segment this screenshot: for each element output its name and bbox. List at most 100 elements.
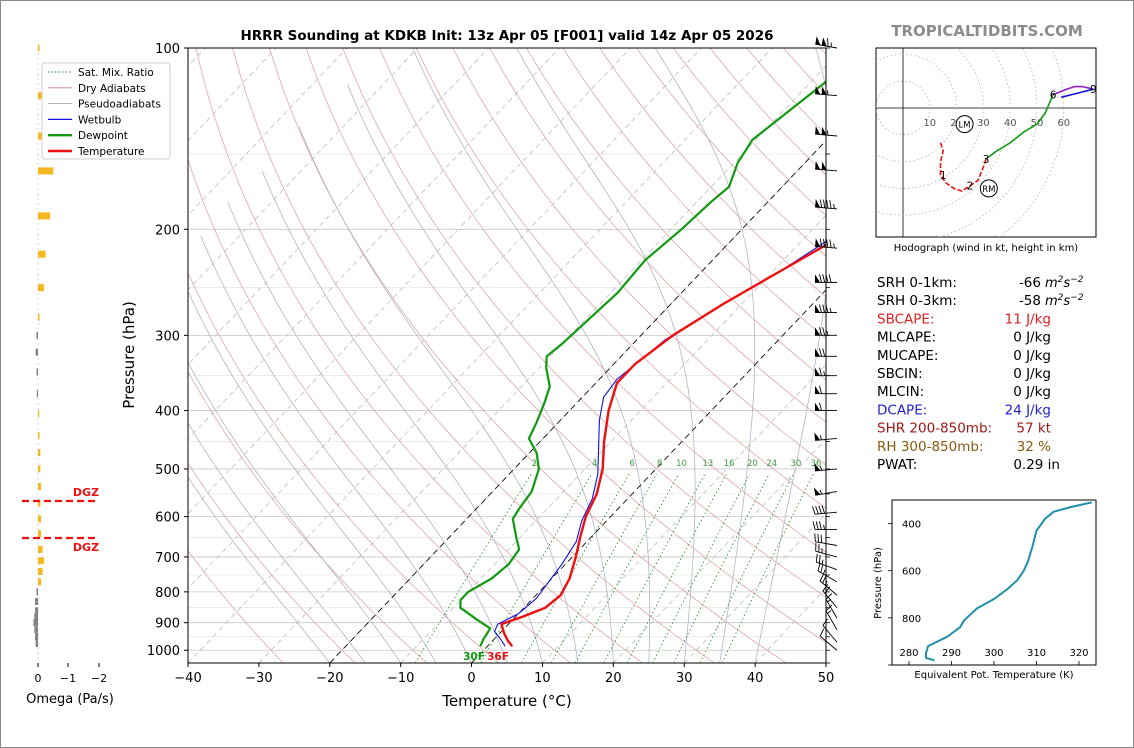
omega-bar xyxy=(36,331,38,339)
wind-barb-flag xyxy=(822,348,826,357)
legend-box xyxy=(41,62,171,160)
wind-barb-half-flag xyxy=(827,598,832,603)
mixing-ratio-labels: 2 4 6 8 10 13 16 20 24 30 36 xyxy=(532,459,822,469)
hodograph-frame xyxy=(875,47,1097,238)
wind-barb-flag xyxy=(819,304,822,313)
theta-e-ylabel: Pressure (hPa) xyxy=(873,547,884,619)
omega-bar xyxy=(35,633,39,641)
dry-adiabat xyxy=(232,48,715,663)
mixing-ratio-label: 16 xyxy=(724,459,735,469)
wind-barb-shaft xyxy=(815,550,838,558)
wind-barb-flag xyxy=(826,199,829,209)
hodograph-ring xyxy=(876,80,931,136)
dry-adiabat xyxy=(195,48,643,663)
index-value: 11 J/kg xyxy=(1005,311,1051,327)
pressure-tick-label: 200 xyxy=(155,223,180,238)
figure-title: HRRR Sounding at KDKB Init: 13z Apr 05 [… xyxy=(240,28,773,44)
wind-barb xyxy=(811,505,838,515)
theta-e-x-tick-label: 290 xyxy=(942,648,961,659)
theta-e-axes: 280 290 300 310 320 400 600 800 xyxy=(888,520,1089,666)
wind-barb xyxy=(814,402,838,412)
hodograph-ring xyxy=(937,48,1038,237)
omega-bar xyxy=(38,212,51,220)
wind-barb-half-flag xyxy=(833,243,835,249)
index-unit: m2s−2 xyxy=(1045,293,1084,309)
storm-motion-marker xyxy=(955,115,974,134)
wind-barb-pennant xyxy=(815,238,821,247)
wind-barb-pennant xyxy=(815,348,820,357)
omega-bar xyxy=(38,313,40,321)
dgz-bottom-label: DGZ xyxy=(73,541,99,554)
wind-barb-shaft xyxy=(825,598,838,619)
index-value: 0 J/kg xyxy=(1013,366,1051,382)
wind-barb-pennant xyxy=(815,36,821,45)
omega-bar xyxy=(34,626,38,634)
wind-barb-half-flag xyxy=(826,130,829,136)
dry-adiabat xyxy=(268,48,787,663)
hodograph-height-label: 9 xyxy=(1090,84,1097,96)
storm-motion-label: LM xyxy=(959,121,971,131)
dgz-top-label: DGZ xyxy=(73,486,99,499)
wind-barb-flag xyxy=(819,628,825,637)
mixing-ratio-line xyxy=(414,473,532,663)
wind-barb-half-flag xyxy=(827,610,832,614)
theta-e-y-tick-label: 400 xyxy=(902,520,921,531)
isotherm xyxy=(188,48,560,440)
omega-bar xyxy=(38,545,43,553)
omega-panel: DGZ DGZ 0 −1 −2 Omega (Pa/s) xyxy=(22,44,114,707)
wind-barb xyxy=(814,533,838,546)
wind-barb-flag xyxy=(819,348,822,357)
wind-barb-flag xyxy=(815,553,818,563)
wind-barb-flag xyxy=(822,274,826,283)
omega-bar xyxy=(36,368,38,376)
dry-adiabat xyxy=(489,48,826,423)
mixing-ratio-line xyxy=(521,473,630,663)
index-value: 0.29 in xyxy=(1013,457,1060,473)
moist-adiabat xyxy=(261,170,543,663)
theta-e-x-tick-label: 310 xyxy=(1027,648,1046,659)
temperature-tick-label: −20 xyxy=(316,671,343,686)
mixing-ratio-label: 13 xyxy=(702,459,713,469)
moist-adiabat xyxy=(188,290,437,663)
legend-label: Wetbulb xyxy=(78,114,122,126)
index-unit-part: −2 xyxy=(1070,275,1084,285)
profile-wetbulb xyxy=(494,240,826,647)
omega-bar xyxy=(38,44,40,52)
hodograph-ring-label: 40 xyxy=(1004,118,1017,129)
wind-barb-half-flag xyxy=(826,330,829,336)
hodograph-ring-label: 60 xyxy=(1057,118,1070,129)
wind-barb-flag xyxy=(819,238,823,247)
omega-bar xyxy=(38,432,40,439)
theta-e-profile xyxy=(925,501,1093,662)
omega-bar xyxy=(38,449,41,457)
wind-barb xyxy=(814,462,838,472)
dry-adiabat xyxy=(305,48,826,643)
hodograph-ring xyxy=(876,48,1011,216)
hodograph-segment xyxy=(1052,85,1094,96)
wind-barb-pennant xyxy=(821,126,827,136)
theta-e-x-tick-label: 300 xyxy=(984,648,1003,659)
index-label: PWAT: xyxy=(877,457,917,473)
wind-barb-pennant xyxy=(815,161,821,170)
temperature-tick-label: 0 xyxy=(467,671,475,686)
hodograph-ring-label: 10 xyxy=(923,118,936,129)
legend: Sat. Mix. Ratio Dry Adiabats Pseudoadiabat… xyxy=(41,62,171,160)
omega-bar xyxy=(35,607,39,615)
theta-e-x-tick-label: 320 xyxy=(1069,648,1088,659)
pressure-tick-label: 300 xyxy=(155,329,180,344)
index-unit: m2s−2 xyxy=(1045,275,1084,291)
mixing-ratio-line xyxy=(603,473,706,663)
omega-bar xyxy=(38,167,54,175)
omega-bar xyxy=(33,619,38,627)
moist-adiabat xyxy=(654,48,756,663)
wind-barb-pennant xyxy=(821,86,827,95)
hodograph-height-label: 6 xyxy=(1050,90,1057,102)
wind-barb xyxy=(814,367,838,377)
skewt-ylabel: Pressure (hPa) xyxy=(120,301,138,409)
hodograph-caption: Hodograph (wind in kt, height in km) xyxy=(894,243,1079,254)
wind-barb-flag xyxy=(825,274,829,283)
wind-barb-flag xyxy=(828,274,832,283)
moist-adiabat xyxy=(200,235,472,663)
index-unit-part: s xyxy=(1063,276,1070,291)
wind-barb xyxy=(819,628,838,651)
